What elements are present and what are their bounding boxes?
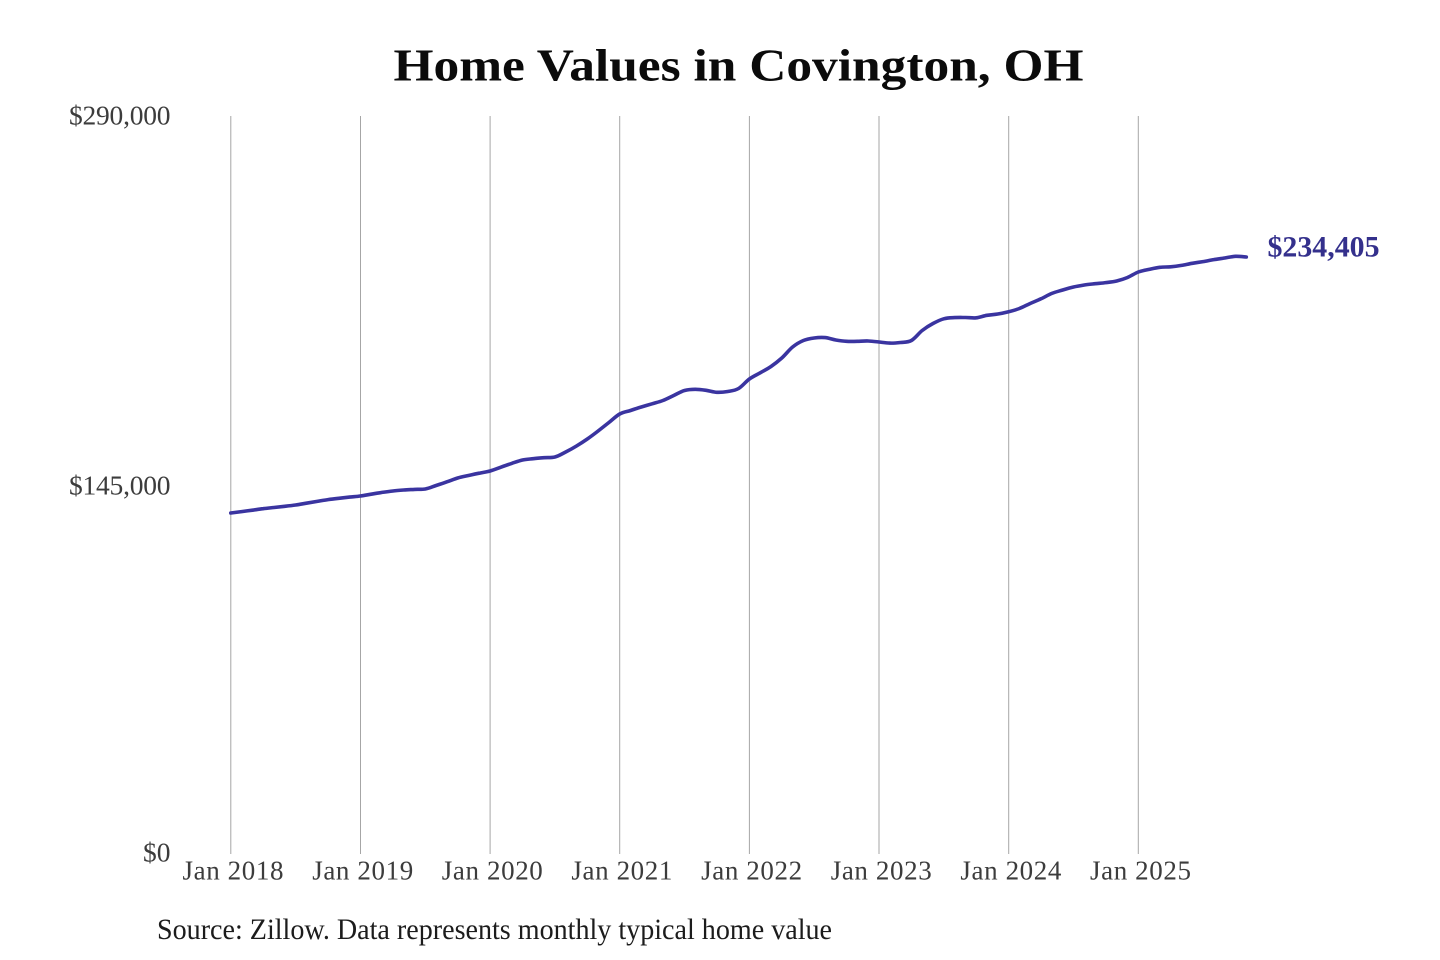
svg-text:Jan 2019: Jan 2019 [312, 856, 413, 886]
svg-text:$234,405: $234,405 [1268, 231, 1380, 264]
svg-text:Jan 2021: Jan 2021 [571, 856, 672, 886]
svg-text:$0: $0 [143, 837, 171, 868]
svg-text:Jan 2020: Jan 2020 [442, 856, 543, 886]
svg-text:$145,000: $145,000 [69, 470, 171, 501]
svg-text:Jan 2025: Jan 2025 [1090, 856, 1191, 886]
svg-text:Jan 2022: Jan 2022 [701, 856, 802, 886]
svg-text:Jan 2023: Jan 2023 [831, 856, 932, 886]
svg-text:Jan 2018: Jan 2018 [183, 856, 284, 886]
svg-text:Jan 2024: Jan 2024 [960, 856, 1062, 886]
svg-text:$290,000: $290,000 [69, 100, 171, 131]
svg-text:Home Values in Covington, OH: Home Values in Covington, OH [394, 40, 1084, 91]
svg-text:Source: Zillow. Data represent: Source: Zillow. Data represents monthly … [157, 913, 832, 946]
